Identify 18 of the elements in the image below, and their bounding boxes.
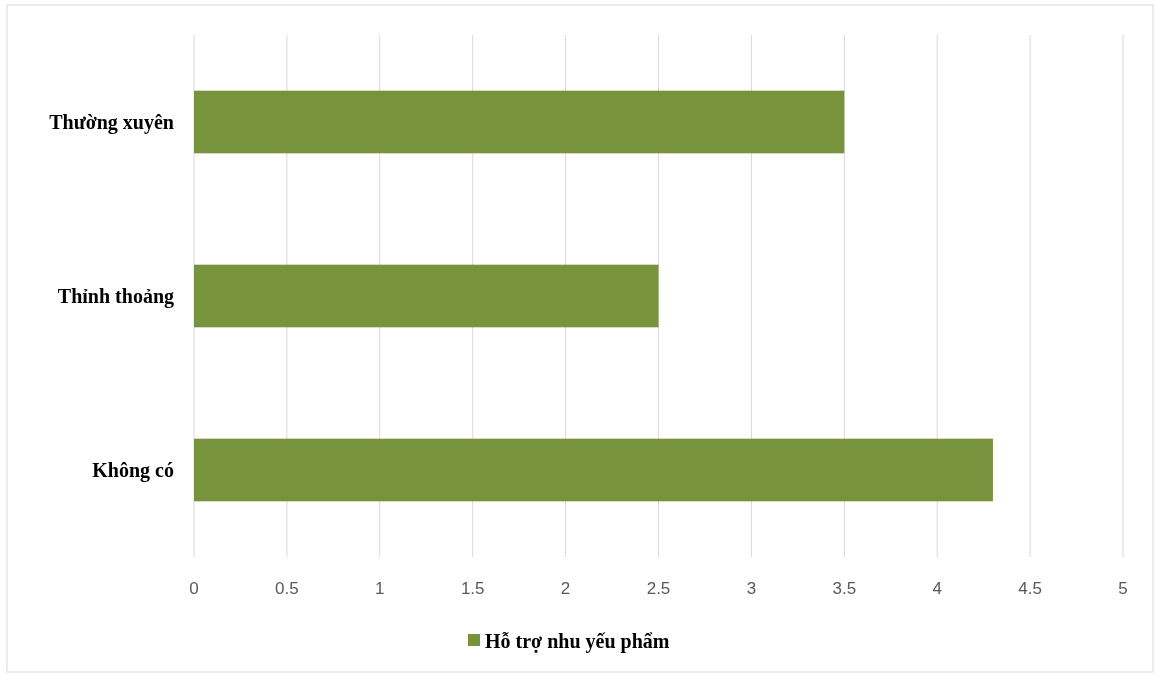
x-tick-label: 3 xyxy=(746,579,757,598)
x-tick-label: 5 xyxy=(1118,579,1128,598)
bar xyxy=(194,438,993,502)
y-tick-label: Thỉnh thoảng xyxy=(57,285,174,308)
y-tick-label: Thường xuyên xyxy=(49,111,174,134)
legend-label: Hỗ trợ nhu yếu phẩm xyxy=(485,630,670,653)
x-tick-label: 0 xyxy=(189,579,199,598)
x-tick-label: 2.5 xyxy=(646,579,671,598)
x-tick-label: 4.5 xyxy=(1018,579,1042,598)
x-tick-label: 0.5 xyxy=(275,579,299,598)
x-tick-label: 4 xyxy=(932,579,942,598)
y-tick-label: Không có xyxy=(92,459,174,482)
x-tick-label: 3.5 xyxy=(832,579,857,598)
x-tick-label: 1.5 xyxy=(460,579,485,598)
x-tick-label: 1 xyxy=(375,579,385,598)
x-tick-label: 2 xyxy=(560,579,571,598)
bar xyxy=(194,90,845,154)
bar xyxy=(194,264,659,328)
